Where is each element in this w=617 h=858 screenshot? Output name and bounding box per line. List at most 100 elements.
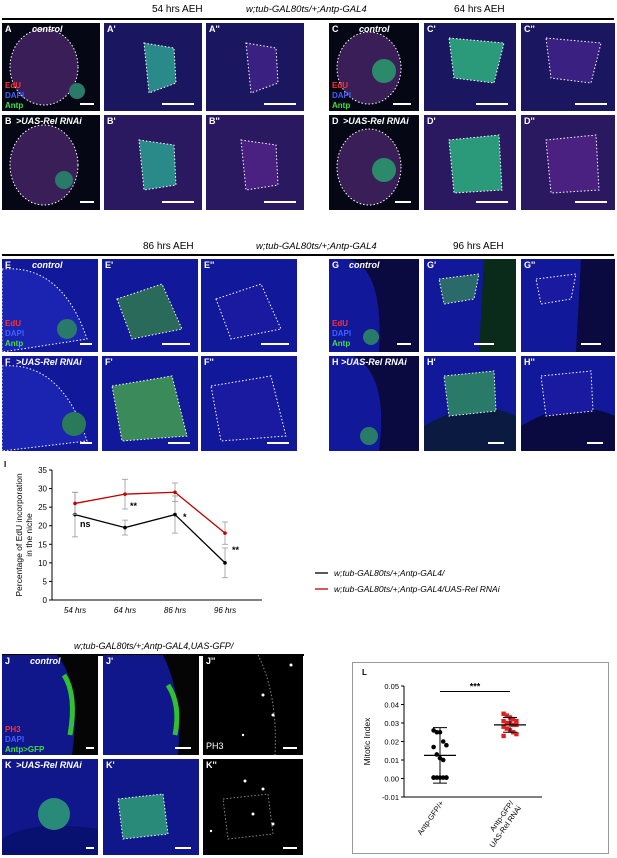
panel-label: B'' [209,116,220,126]
panel-G: G control EdU DAPI Antp [329,259,419,352]
panel-H: H >UAS-Rel RNAi [329,356,419,451]
y-tick-label: -0.01 [382,793,399,802]
panel-A2: A'' [206,23,304,111]
significance-label: *** [470,682,481,692]
condition-label: >UAS-Rel RNAi [16,116,82,126]
scale-bar [162,201,194,203]
panel-F2: F'' [201,356,297,451]
scale-bar [162,343,190,345]
panel-J2: J'' PH3 [203,655,303,755]
panel-label: H' [427,357,436,367]
condition-label: control [359,24,390,34]
scale-bar [283,747,297,749]
panel-label: G [332,260,340,270]
condition-label: >UAS-Rel RNAi [16,760,82,770]
scale-bar [267,442,289,444]
data-point [501,724,506,729]
series-line-0 [74,513,226,564]
panel-label: F'' [204,357,214,367]
panel-label: J'' [206,656,216,666]
y-tick-label: 0.00 [384,775,399,784]
data-point [511,717,516,722]
panel-label: A' [107,24,116,34]
top-time-right: 64 hrs AEH [454,4,505,15]
condition-label: >UAS-Rel RNAi [343,116,409,126]
data-point [123,492,127,496]
scale-bar [397,343,411,345]
panel-label: D [332,116,339,126]
panel-label: D'' [524,116,535,126]
y-tick-label: 5 [43,577,48,586]
data-point [73,501,77,506]
scale-bar [395,201,411,203]
y-axis-label-line: Percentage of EdU incorporation [14,473,24,597]
scale-bar [587,442,603,444]
panel-D: D >UAS-Rel RNAi [329,115,419,210]
y-tick-label: 0.04 [384,701,399,710]
significance-label: ns [80,519,91,529]
data-point [514,718,519,724]
panel-F: F >UAS-Rel RNAi [2,356,98,451]
panel-label: C'' [524,24,535,34]
data-point [173,512,177,517]
panel-A1: A' [104,23,202,111]
y-tick-label: 0.05 [384,682,399,691]
scale-bar [80,201,94,203]
scale-bar [575,201,607,203]
mid-rule [2,254,614,256]
x-tick-label: 64 hrs [114,606,136,615]
x-tick-label: 86 hrs [164,606,186,615]
data-point [434,775,440,780]
scale-bar [175,747,191,749]
channel-legend: EdU DAPI Antp [5,319,25,348]
panel-label: E'' [204,260,215,270]
panel-D1: D' [424,115,516,210]
data-point [444,742,449,748]
scale-bar [175,847,191,849]
y-tick-label: 0 [43,596,48,605]
data-point [501,733,506,739]
panel-L-label: L [362,668,367,677]
scale-bar [474,343,494,345]
panel-G1: G' [424,259,516,352]
panel-H2: H'' [521,356,615,451]
panel-label: A [5,24,12,34]
data-point [504,720,509,726]
data-point [440,757,446,763]
mid-time-right: 96 hrs AEH [453,241,504,252]
mid-genotype: w;tub-GAL80ts/+;Antp-GAL4 [256,241,377,252]
mid-time-left: 86 hrs AEH [143,241,194,252]
significance-label: ** [232,545,240,555]
significance-label: * [183,512,187,522]
data-point [431,744,436,750]
chart-I: 0 5 10 15 20 25 30 35 54 hrs 64 hrs 86 hrs 96 hrs Pe… [14,466,501,615]
data-point [173,490,177,495]
data-point [440,739,446,744]
series-line-1 [74,491,226,534]
data-point [223,561,227,565]
ph3-label: PH3 [206,741,224,751]
y-tick-label: 25 [38,503,47,512]
channel-legend: PH3 DAPI Antp>GFP [5,725,45,754]
legend-label: w;tub-GAL80ts/+;Antp-GAL4/UAS-Rel RNAi [334,584,501,594]
top-rule [2,18,614,20]
y-axis-label: Mitotic Index [362,717,372,765]
panel-K1: K' [103,759,199,855]
condition-label: control [349,260,380,270]
data-point [223,531,227,535]
condition-label: >UAS-Rel RNAi [16,357,82,367]
scale-bar [168,442,190,444]
scale-bar [264,103,296,105]
data-point [123,525,127,530]
condition-label: control [30,656,61,666]
scale-bar [80,343,92,345]
panel-label: B' [107,116,116,126]
scale-bar [162,103,194,105]
x-tick-label: Antp-GFP/UAS-Rel RNAi [480,798,523,849]
y-tick-label: 10 [38,559,47,568]
panel-label: G'' [524,260,536,270]
panel-C: C control EdU DAPI Antp [329,23,419,111]
panel-L-frame [352,662,609,854]
panel-label: E' [105,260,114,270]
panel-E: E control EdU DAPI Antp [2,259,98,352]
